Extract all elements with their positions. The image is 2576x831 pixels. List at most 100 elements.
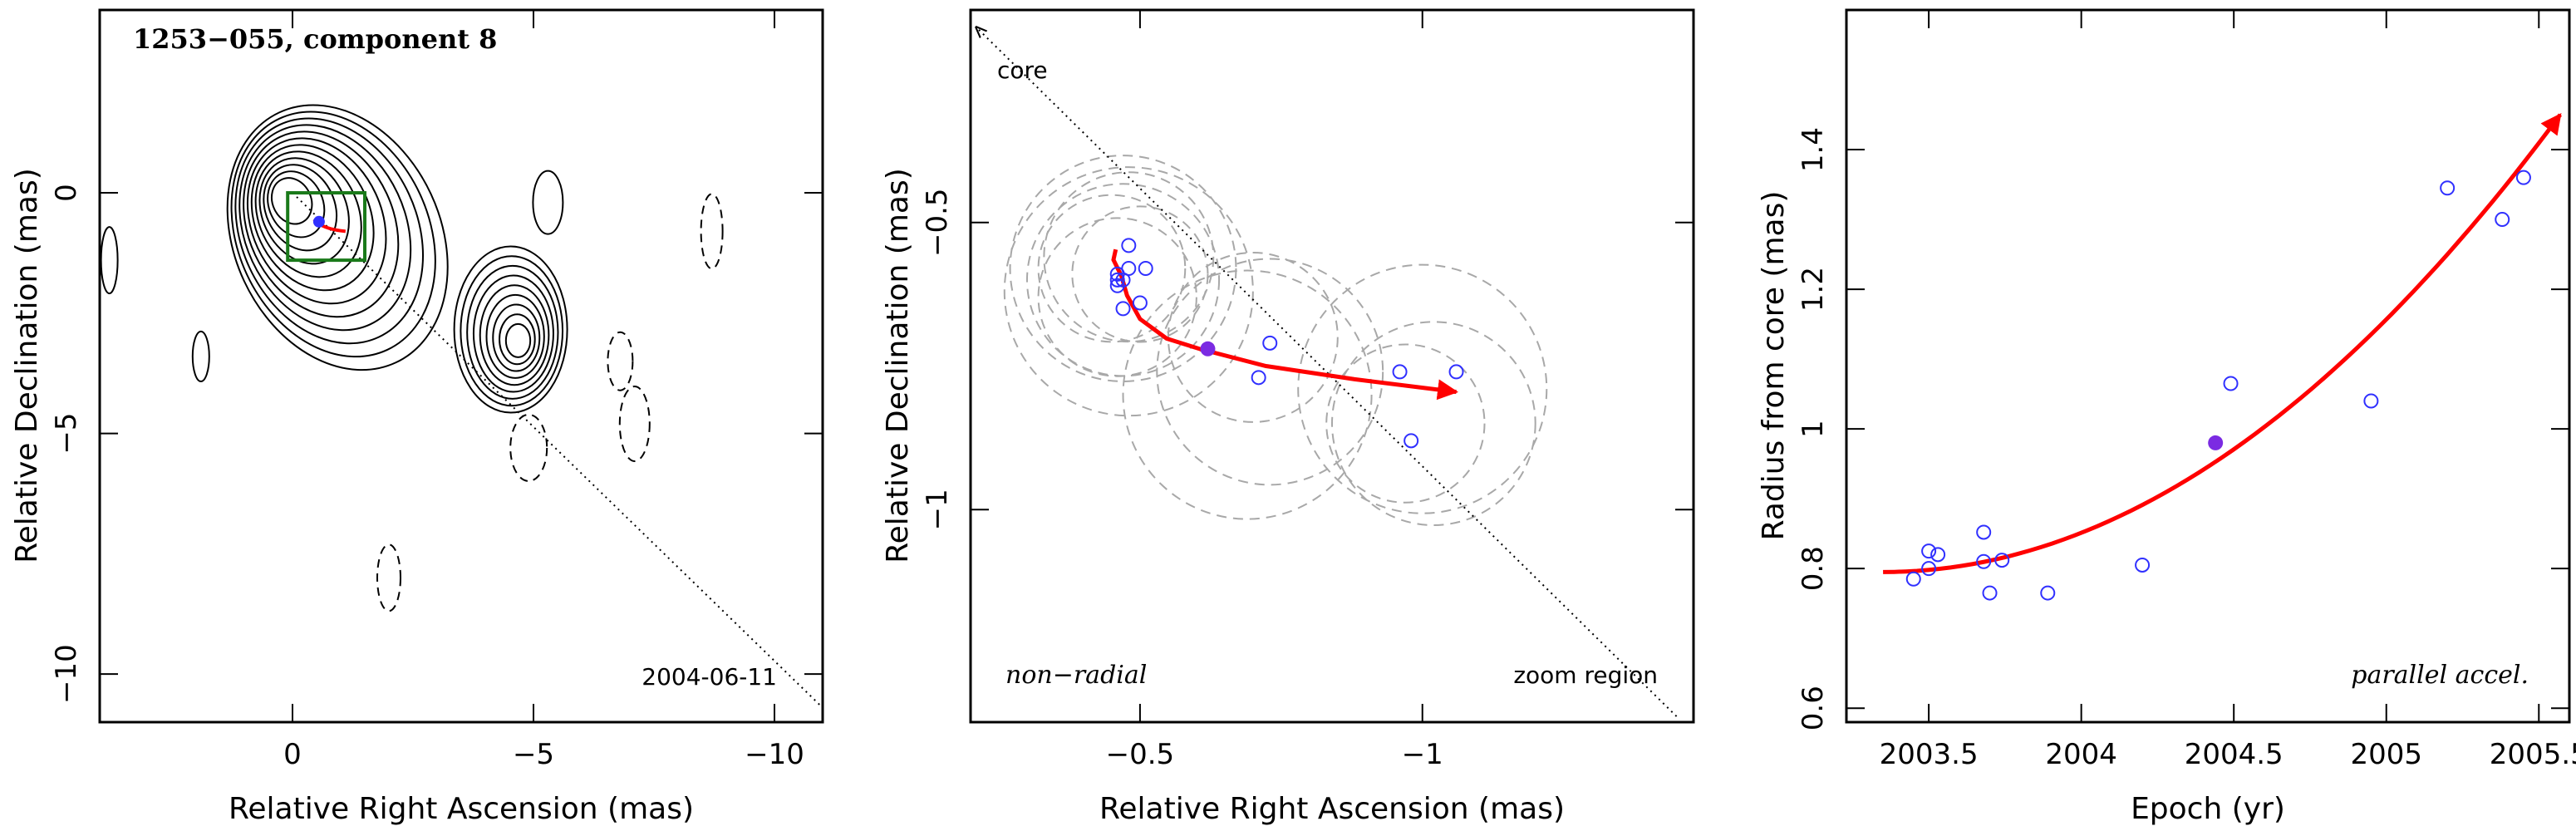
- panel-b-xlabel: Relative Right Ascension (mas): [1099, 792, 1565, 826]
- negative-contour: [376, 543, 401, 612]
- component-size-circle: [1156, 258, 1384, 486]
- radius-point: [1921, 561, 1937, 577]
- position-point: [1109, 266, 1125, 282]
- core-contour: [226, 104, 449, 371]
- highlight-point: [2208, 435, 2224, 450]
- radius-point: [2040, 585, 2056, 601]
- isolated-contour: [532, 170, 564, 235]
- panel-b-xtick-label: −0.5: [1106, 738, 1175, 771]
- position-point: [1404, 433, 1419, 449]
- component-contour: [460, 255, 564, 407]
- position-point: [1121, 238, 1137, 253]
- panel-c-ytick-label: 1: [1797, 420, 1830, 438]
- radius-point: [1976, 553, 1992, 569]
- zoom-box: [286, 191, 367, 263]
- core-contour: [246, 137, 387, 305]
- radius-point: [2363, 393, 2379, 409]
- position-point: [1448, 364, 1464, 380]
- component-size-circle: [1037, 217, 1197, 377]
- position-point: [1251, 370, 1266, 386]
- component-contour: [466, 264, 559, 400]
- core-direction-line: [976, 27, 1678, 717]
- isolated-contour: [100, 226, 119, 295]
- component-contour: [492, 303, 541, 372]
- position-point: [1115, 301, 1131, 317]
- radius-point: [2223, 376, 2239, 391]
- position-point: [1109, 272, 1125, 288]
- panel-b-core-label: core: [997, 57, 1048, 84]
- panel-b-ylabel: Relative Declination (mas): [881, 168, 915, 563]
- core-contour: [238, 124, 412, 332]
- negative-contour: [700, 193, 724, 270]
- radius-point: [1905, 571, 1921, 587]
- component-size-circle: [1331, 321, 1536, 526]
- component-size-circle: [1009, 155, 1237, 382]
- core-contour: [243, 130, 400, 318]
- position-point: [1262, 335, 1278, 351]
- radius-point: [2440, 180, 2456, 196]
- radius-point: [1976, 524, 1992, 540]
- panel-b-ytick-label: −1: [921, 489, 954, 530]
- panel-b-frame: [969, 8, 1695, 724]
- panel-a-ylabel: Relative Declination (mas): [10, 168, 44, 563]
- panel-c-xtick-label: 2004: [2045, 738, 2117, 771]
- core-contour: [234, 117, 424, 345]
- negative-contour: [607, 331, 634, 391]
- panel-b-ytick-label: −0.5: [921, 188, 954, 257]
- panel-a-ytick-label: −10: [50, 644, 83, 704]
- radius-point: [2515, 170, 2531, 185]
- panel-a-xtick-label: 0: [283, 738, 302, 771]
- component-contour: [472, 274, 554, 393]
- position-point: [1109, 278, 1125, 293]
- component-size-circle: [1037, 194, 1187, 343]
- panel-a-xtick-label: −10: [745, 738, 804, 771]
- negative-contour: [509, 413, 548, 482]
- negative-contour: [618, 385, 651, 462]
- component-size-circle: [1043, 171, 1215, 343]
- panel-b-zoom-label: zoom region: [1513, 661, 1658, 689]
- panel-c-ytick-label: 1.4: [1797, 127, 1830, 172]
- position-point: [1392, 364, 1408, 380]
- radius-point: [1994, 553, 2010, 568]
- component-size-circle: [1325, 343, 1486, 504]
- component-contour: [504, 322, 532, 358]
- radius-point: [1921, 543, 1937, 559]
- zoom-plot-area: [976, 27, 1678, 717]
- component-contour: [499, 313, 536, 366]
- panel-c-annotation: parallel accel.: [2351, 661, 2529, 690]
- panel-a-ytick-label: 0: [50, 184, 83, 202]
- component-size-circle: [1122, 269, 1373, 520]
- panel-c-ytick-label: 1.2: [1797, 267, 1830, 312]
- position-point: [1138, 261, 1153, 277]
- motion-track: [1111, 248, 1459, 401]
- component-size-circle: [1071, 205, 1209, 343]
- core-contour: [230, 111, 436, 358]
- panel-a-date-label: 2004-06-11: [642, 663, 777, 691]
- panel-a-xtick-label: −5: [513, 738, 554, 771]
- highlight-point: [1200, 341, 1216, 356]
- component-size-circle: [1003, 166, 1254, 417]
- epoch-plot-area: [1883, 112, 2563, 601]
- mini-point: [312, 215, 325, 228]
- component-size-circle: [1297, 263, 1548, 514]
- panel-c-xtick-label: 2005: [2350, 738, 2422, 771]
- panel-c-ylabel: Radius from core (mas): [1757, 191, 1791, 541]
- panel-c-xtick-label: 2004.5: [2185, 738, 2283, 771]
- panel-zoom-region: −0.5 −1 −0.5 −1: [921, 8, 1695, 771]
- acceleration-fit-curve: [1883, 112, 2563, 574]
- panel-c-xtick-label: 2003.5: [1880, 738, 1979, 771]
- isolated-contour: [191, 330, 210, 382]
- panel-radius-vs-epoch: 2003.5 2004 2004.5 2005 2005.5 0.6 0.8 1 1.2 1.4: [1797, 8, 2576, 771]
- component-size-circle: [1167, 251, 1339, 423]
- panel-b-xtick-label: −1: [1402, 738, 1443, 771]
- panel-a-ytick-label: −5: [50, 413, 83, 455]
- radius-point: [2495, 212, 2510, 228]
- panel-c-ytick-label: 0.6: [1797, 686, 1830, 730]
- component-contour: [453, 245, 568, 414]
- component-contour: [485, 293, 545, 379]
- panel-c-xlabel: Epoch (yr): [2131, 792, 2285, 826]
- core-direction-line: [292, 192, 823, 709]
- panel-b-nonradial-label: non−radial: [1005, 661, 1147, 690]
- core-contour: [258, 157, 350, 265]
